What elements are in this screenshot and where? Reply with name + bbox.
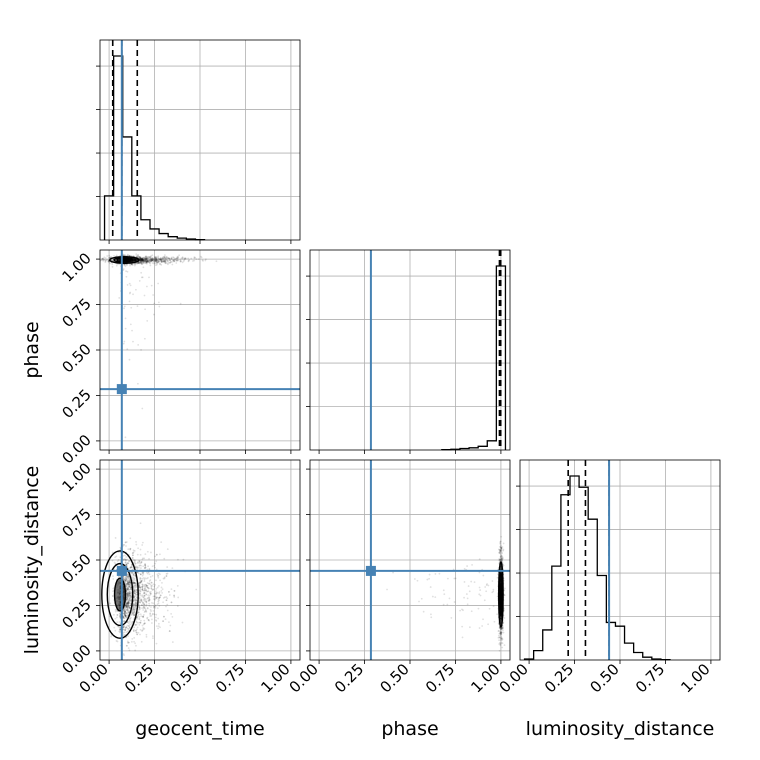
x-tick-label: 0.00 <box>496 660 532 696</box>
x-tick-label: 1.00 <box>467 660 503 696</box>
x-tick-label: 0.25 <box>541 660 577 696</box>
y-tick-label: 0.25 <box>58 596 94 632</box>
y-tick-label: 1.00 <box>58 249 94 285</box>
contour-level <box>106 562 134 627</box>
x-tick-label: 0.75 <box>422 660 458 696</box>
x-tick-label: 1.00 <box>677 660 713 696</box>
x-axis-label-geocent_time: geocent_time <box>135 718 264 740</box>
contour-level <box>498 572 504 618</box>
scatter-geocent_time-luminosity_distance <box>101 522 198 657</box>
histogram-phase <box>441 265 507 451</box>
x-tick-label: 0.50 <box>376 660 412 696</box>
x-tick-label: 0.75 <box>212 660 248 696</box>
scatter-geocent_time-phase <box>100 253 218 439</box>
x-axis-label-luminosity_distance: luminosity_distance <box>526 718 715 740</box>
y-tick-label: 0.00 <box>58 431 94 467</box>
x-tick-label: 0.25 <box>331 660 367 696</box>
truth-marker <box>116 384 127 395</box>
contour-level <box>113 577 127 612</box>
x-tick-label: 0.00 <box>286 660 322 696</box>
y-tick-label: 0.50 <box>58 550 94 586</box>
x-tick-label: 0.50 <box>586 660 622 696</box>
y-tick-label: 0.25 <box>58 386 94 422</box>
y-tick-label: 0.75 <box>58 505 94 541</box>
contour-level <box>499 582 503 607</box>
y-axis-label-phase: phase <box>21 321 43 378</box>
x-tick-label: 0.25 <box>121 660 157 696</box>
y-tick-label: 1.00 <box>58 459 94 495</box>
y-tick-label: 0.50 <box>58 340 94 376</box>
histogram-luminosity_distance <box>523 475 671 661</box>
truth-marker <box>116 565 127 576</box>
truth-marker <box>365 565 376 576</box>
contour-level <box>498 561 504 628</box>
plot-area: 0.00 0.25 0.50 0.75 1.000.000.250.500.751.00… <box>21 39 721 740</box>
scatter-phase-luminosity_distance <box>386 535 506 652</box>
x-tick-label: 0.50 <box>166 660 202 696</box>
x-tick-label: 0.75 <box>632 660 668 696</box>
contour-level <box>101 550 139 639</box>
y-tick-label: 0.75 <box>58 295 94 331</box>
contour-level <box>109 256 140 264</box>
y-axis-label-luminosity_distance: luminosity_distance <box>21 466 43 655</box>
x-tick-label: 1.00 <box>257 660 293 696</box>
x-axis-label-phase: phase <box>381 718 438 740</box>
